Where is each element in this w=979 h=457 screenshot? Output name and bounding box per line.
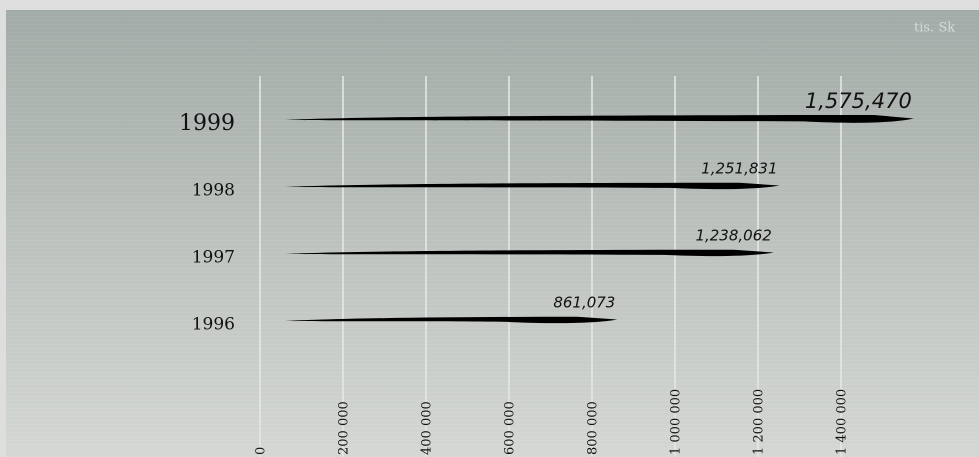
bar	[285, 249, 774, 257]
value-label: 1,238,062	[695, 227, 771, 245]
y-tick-label: 1999	[179, 111, 235, 136]
value-label: 861,073	[553, 294, 615, 312]
x-tick-label: 200 000	[337, 401, 352, 455]
texture	[6, 10, 979, 457]
y-tick-label: 1998	[192, 181, 235, 201]
x-tick-label: 800 000	[586, 401, 601, 455]
y-tick-label: 1996	[192, 315, 235, 335]
unit-label: tis. Sk	[914, 21, 955, 36]
x-tick-label: 1 200 000	[752, 389, 767, 455]
x-tick-label: 0	[254, 447, 269, 455]
x-tick-label: 1 000 000	[669, 389, 684, 455]
value-label: 1,575,470	[805, 89, 912, 113]
value-label: 1,251,831	[701, 160, 777, 178]
x-tick-label: 400 000	[420, 401, 435, 455]
bar	[285, 316, 618, 324]
y-tick-label: 1997	[192, 248, 235, 268]
x-tick-label: 600 000	[503, 401, 518, 455]
x-tick-label: 1 400 000	[835, 389, 850, 455]
bar	[285, 182, 780, 190]
bar	[285, 115, 914, 123]
